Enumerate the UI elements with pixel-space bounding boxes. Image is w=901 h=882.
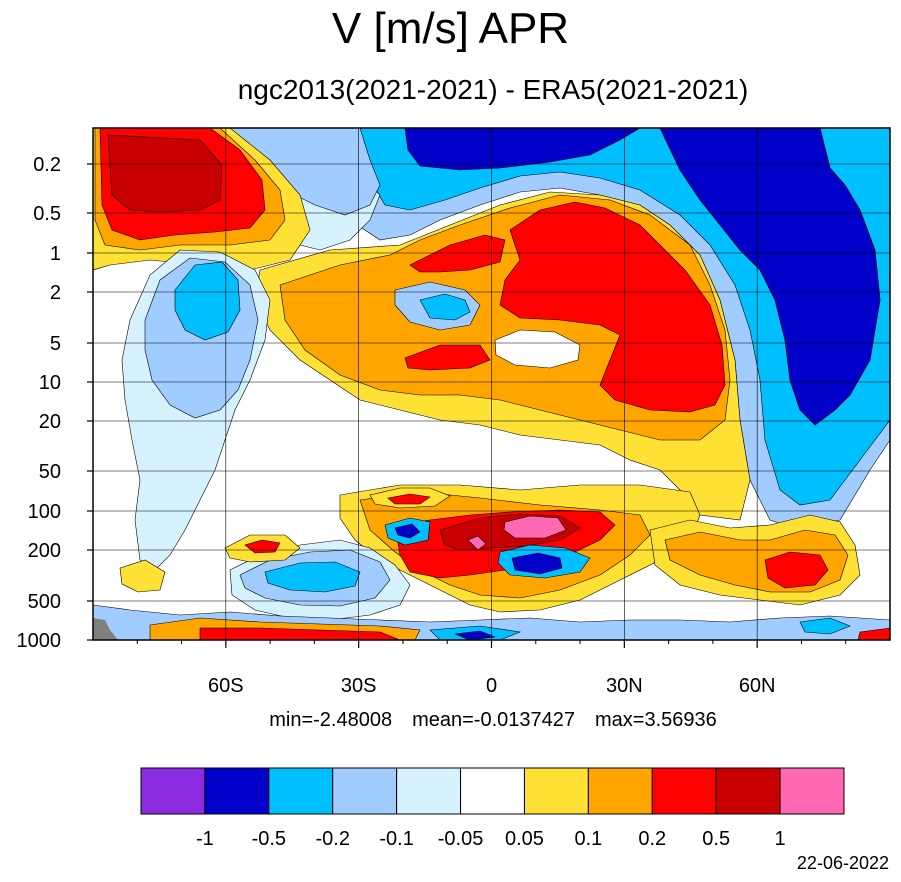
- grid-lines: [93, 128, 890, 641]
- colorbar-swatch: [651, 767, 717, 815]
- colorbar-label: 0.1: [574, 828, 602, 850]
- stat-min: min=-2.48008: [269, 709, 393, 731]
- contour-region-sh-polar-dark-red: [107, 134, 223, 213]
- x-tick-label: 60S: [208, 675, 244, 697]
- colorbar-swatch: [140, 767, 206, 815]
- contour-region-sh-darkblue-small: [394, 523, 421, 539]
- colorbar-label: 1: [775, 828, 786, 850]
- contour-region-tropo-blue: [511, 552, 563, 575]
- contour-region-tropo-pink: [503, 515, 567, 539]
- x-tick-label: 30S: [341, 675, 377, 697]
- contour-region-tropo-pink-small: [467, 535, 487, 551]
- y-tick-label: 5: [50, 333, 61, 355]
- contour-region-sh-mid-cyan: [174, 261, 241, 341]
- y-tick-label: 0.5: [33, 203, 61, 225]
- y-tick-label: 100: [28, 501, 61, 523]
- colorbar-swatch: [587, 767, 653, 815]
- colorbar-swatch: [779, 767, 845, 815]
- contour-region-nh-red-small: [404, 344, 491, 371]
- contour-region-nh-red-main: [499, 201, 726, 413]
- date-stamp: 22-06-2022: [796, 853, 889, 873]
- contour-region-nh-red-left: [409, 234, 506, 273]
- colorbar-label: -1: [196, 828, 214, 850]
- contour-region-upper-dark-blue: [659, 128, 881, 426]
- y-tick-label: 50: [39, 461, 61, 483]
- contour-region-surface-terrain: [93, 618, 118, 640]
- contour-region-surface-red: [199, 627, 401, 640]
- contour-region-sh-tropo-cyan: [264, 561, 361, 593]
- y-axis: 0.2 0.5 1 2 5 10 20 50 100 200 500 1000: [17, 154, 93, 652]
- contour-region-nh-low-red: [764, 551, 829, 589]
- stat-mean: mean=-0.0137427: [412, 709, 576, 731]
- chart-title: V [m/s] APR: [331, 4, 570, 53]
- colorbar-label: -0.1: [379, 828, 413, 850]
- colorbar-swatch: [332, 767, 398, 815]
- y-tick-label: 1000: [17, 630, 62, 652]
- colorbar-swatch: [204, 767, 270, 815]
- y-tick-label: 2: [50, 282, 61, 304]
- colorbar-swatch: [268, 767, 334, 815]
- x-tick-label: 30N: [606, 675, 643, 697]
- contour-region-surface-nh-red: [857, 627, 890, 640]
- colorbar-label: -0.2: [315, 828, 349, 850]
- contour-region-surface-nh-cyan: [799, 617, 851, 635]
- x-tick-label: 60N: [739, 675, 776, 697]
- colorbar: -1 -0.5 -0.2 -0.1 -0.05 0.05 0.1 0.2 0.5 1: [140, 767, 845, 850]
- y-tick-label: 1: [50, 243, 61, 265]
- x-axis: 60S 30S 0 30N 60N: [136, 640, 847, 697]
- y-tick-label: 20: [39, 411, 61, 433]
- colorbar-label: 0.5: [702, 828, 730, 850]
- contour-region-nh-dark-blue-b: [404, 128, 641, 171]
- x-tick-label: 0: [486, 675, 497, 697]
- colorbar-swatch: [715, 767, 781, 815]
- contour-fills: [93, 128, 890, 640]
- colorbar-label: -0.5: [252, 828, 286, 850]
- colorbar-label: -0.05: [438, 828, 484, 850]
- contour-region-nh-cyan-hole: [419, 293, 471, 321]
- colorbar-label: 0.2: [638, 828, 666, 850]
- contour-region-upper-tropo-red: [387, 493, 431, 505]
- y-tick-label: 500: [28, 591, 61, 613]
- contour-region-surface-blue: [454, 630, 496, 640]
- colorbar-label: 0.05: [505, 828, 544, 850]
- stat-max: max=3.56936: [595, 709, 717, 731]
- contour-region-sh-low-yellow-2: [119, 559, 166, 593]
- contour-region-nh-white-hole: [494, 329, 581, 369]
- y-tick-label: 0.2: [33, 154, 61, 176]
- stats-line: min=-2.48008 mean=-0.0137427 max=3.56936: [0, 709, 901, 732]
- colorbar-swatch: [460, 767, 525, 815]
- colorbar-swatch: [523, 767, 589, 815]
- chart-subtitle: ngc2013(2021-2021) - ERA5(2021-2021): [237, 74, 749, 105]
- colorbar-swatch: [396, 767, 462, 815]
- y-tick-label: 200: [28, 540, 61, 562]
- y-tick-label: 10: [39, 372, 61, 394]
